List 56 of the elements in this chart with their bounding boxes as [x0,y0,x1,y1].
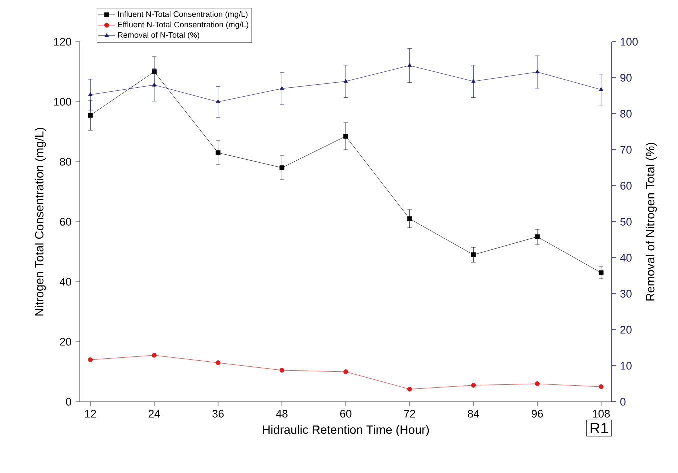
point [598,384,604,390]
y2-tick-label: 60 [620,182,632,190]
y2-tick-label: 40 [620,254,632,262]
point [280,368,285,373]
y-tick-label: 0 [66,398,72,406]
y-tick-label: 80 [60,158,72,166]
y2-tick-label: 20 [620,326,632,334]
point [344,134,348,139]
y2-tick-label: 90 [620,74,632,82]
y2-tick-label: 10 [620,362,632,370]
x-tick-label: 24 [148,410,160,418]
y2-tick-label: 30 [620,290,632,298]
x-tick-label: 12 [85,410,96,418]
x-tick-label: 72 [404,410,416,418]
point [535,382,540,386]
y2-axis-title: Removal of Nitrogen Total (%) [646,143,658,301]
point [407,387,412,392]
y-axis-title: Nitrogen Total Consentration (mg/L) [34,128,46,316]
point [599,87,604,92]
point [216,150,221,156]
point [472,79,476,83]
x-tick-label: 108 [593,410,610,418]
point [88,358,94,362]
y2-tick-label: 50 [620,218,632,226]
point [344,79,348,83]
y2-tick-label: 80 [620,110,632,118]
point [88,92,93,96]
text: R1 [590,423,608,434]
point [598,270,604,276]
x-tick-label: 36 [212,410,224,418]
point [471,252,476,258]
x-tick-label: 96 [532,410,544,418]
y2-tick-label: 0 [620,398,626,406]
point [471,383,476,388]
x-axis-title: Hidraulic Retention Time (Hour) [263,425,430,436]
y-tick-label: 20 [60,338,72,346]
y-tick-label: 60 [60,218,72,226]
point [407,216,412,222]
point [152,353,157,358]
y-tick-label: 120 [54,38,72,46]
point [280,86,284,90]
point [216,100,220,104]
point [216,360,221,366]
x-tick-label: 60 [340,410,352,418]
y-tick-label: 100 [54,98,72,106]
point [280,166,285,170]
y2-tick-label: 100 [620,38,638,46]
x-tick-label: 48 [276,410,288,418]
y-tick-label: 40 [60,278,72,286]
point [88,113,94,118]
point [535,70,540,74]
point [344,370,348,374]
y2-tick-label: 70 [620,146,632,154]
x-tick-label: 84 [468,410,480,418]
point [535,234,540,240]
point [408,63,412,68]
